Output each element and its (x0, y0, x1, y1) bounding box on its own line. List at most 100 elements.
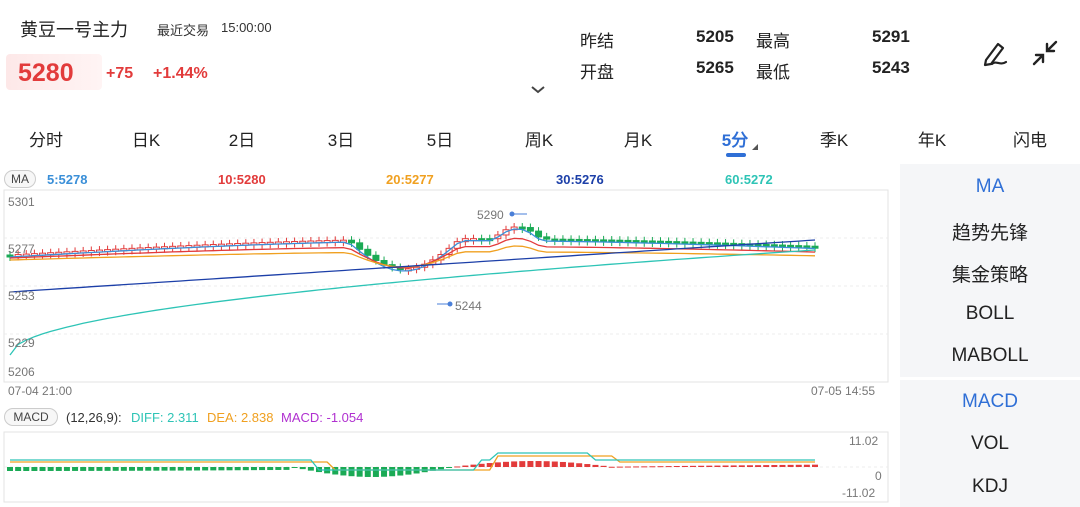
macd-dea: DEA: 2.838 (207, 410, 274, 425)
prev-settle-value: 5205 (696, 27, 734, 46)
macd-y-top: 11.02 (849, 434, 879, 448)
macd-bar (72, 467, 79, 471)
macd-bar (722, 465, 729, 467)
macd-bar (177, 467, 184, 471)
macd-bar (405, 467, 412, 475)
macd-bar (665, 466, 672, 468)
price-change: +75 (106, 65, 134, 82)
side-item-strategy[interactable]: 集金策略 (951, 265, 1028, 286)
macd-bar (535, 461, 542, 467)
candle-body (364, 248, 372, 256)
side-item-maboll[interactable]: MABOLL (951, 345, 1029, 366)
macd-bar (112, 467, 119, 471)
y-label-2: 5277 (8, 242, 35, 256)
macd-bar (706, 465, 713, 467)
macd-bar (218, 467, 225, 471)
period-tabs: 分时 日K 2日 3日 5日 周K 月K 5分 季K 年K 闪电 (0, 118, 1080, 158)
macd-bar (600, 465, 607, 467)
macd-bar (234, 467, 241, 471)
open-label: 开盘 (580, 63, 614, 82)
tab-3day[interactable]: 3日 (327, 131, 355, 150)
side-item-vol[interactable]: VOL (970, 433, 1010, 454)
macd-bar (519, 461, 526, 467)
x-label-end: 07-05 14:55 (811, 384, 876, 398)
macd-bar (145, 467, 152, 471)
macd-bar (128, 467, 135, 471)
max-marker-label: 5290 (477, 208, 504, 222)
contract-title: 黄豆一号主力 (20, 20, 128, 40)
macd-bar (169, 467, 176, 471)
macd-bar (446, 467, 453, 468)
ma20-value: 20:5277 (386, 172, 434, 187)
macd-bar (372, 467, 379, 477)
macd-bar (226, 467, 233, 471)
min-marker-label: 5244 (455, 299, 482, 313)
collapse-icon[interactable] (1028, 36, 1062, 70)
macd-bar (527, 461, 534, 467)
tab-minute[interactable]: 分时 (29, 131, 63, 150)
macd-bar (7, 467, 13, 471)
candle-body (356, 242, 364, 250)
macd-bar (698, 465, 705, 467)
main-indicator-chip[interactable]: MA (4, 170, 36, 188)
tab-day[interactable]: 日K (131, 131, 161, 150)
tab-5min[interactable]: 5分 (721, 131, 749, 150)
macd-bar (462, 465, 469, 467)
side-item-boll[interactable]: BOLL (965, 303, 1015, 324)
sub-indicator-chip[interactable]: MACD (4, 408, 58, 426)
candle-body (543, 236, 551, 240)
macd-bar (657, 466, 664, 468)
low-value: 5243 (872, 58, 910, 77)
macd-bar (259, 467, 266, 471)
low-label: 最低 (756, 63, 790, 82)
macd-bar (803, 464, 810, 467)
macd-diff: DIFF: 2.311 (131, 410, 199, 425)
macd-bar (746, 465, 753, 467)
side-item-trend[interactable]: 趋势先锋 (951, 223, 1028, 244)
macd-bar (454, 466, 461, 468)
macd-bar (608, 466, 615, 468)
kline-chart[interactable] (0, 0, 900, 507)
side-item-macd[interactable]: MACD (962, 391, 1018, 412)
macd-bar (104, 467, 111, 471)
macd-bar (340, 467, 347, 476)
tab-5day[interactable]: 5日 (426, 131, 454, 150)
macd-bar (63, 467, 70, 471)
tab-week[interactable]: 周K (524, 131, 554, 150)
macd-bar (348, 467, 355, 477)
macd-bar (137, 467, 144, 471)
tab-year[interactable]: 年K (917, 131, 947, 150)
macd-bar (283, 467, 290, 470)
pen-icon[interactable] (978, 36, 1012, 70)
price-change-pct: +1.44% (153, 65, 208, 82)
macd-bar (779, 464, 786, 467)
y-label-bottom: 5206 (8, 365, 35, 379)
tab-month[interactable]: 月K (623, 131, 653, 150)
macd-bar (812, 464, 818, 467)
macd-bar (307, 467, 314, 471)
tab-flash[interactable]: 闪电 (1013, 131, 1047, 150)
x-label-start: 07-04 21:00 (8, 384, 73, 398)
sidebar-divider (900, 377, 1080, 380)
macd-bar (763, 465, 770, 467)
macd-bar (681, 465, 688, 467)
macd-bar (397, 467, 404, 476)
macd-bar (202, 467, 209, 471)
side-item-ma[interactable]: MA (975, 176, 1005, 197)
tab-2day[interactable]: 2日 (228, 131, 256, 150)
price-highlight (6, 54, 102, 90)
high-value: 5291 (872, 27, 910, 46)
candle-body (526, 227, 534, 232)
tab-dropdown-indicator[interactable] (752, 144, 758, 150)
candle-body (348, 239, 356, 244)
max-marker-dot (509, 211, 515, 217)
macd-bar (23, 467, 30, 471)
macd-bar (714, 465, 721, 467)
chevron-down-icon[interactable] (529, 84, 547, 96)
tab-quarter[interactable]: 季K (819, 131, 849, 150)
side-item-kdj[interactable]: KDJ (972, 476, 1008, 497)
macd-bar (511, 461, 518, 467)
macd-bar (161, 467, 168, 471)
macd-bar (771, 465, 778, 467)
macd-bar (503, 461, 510, 467)
